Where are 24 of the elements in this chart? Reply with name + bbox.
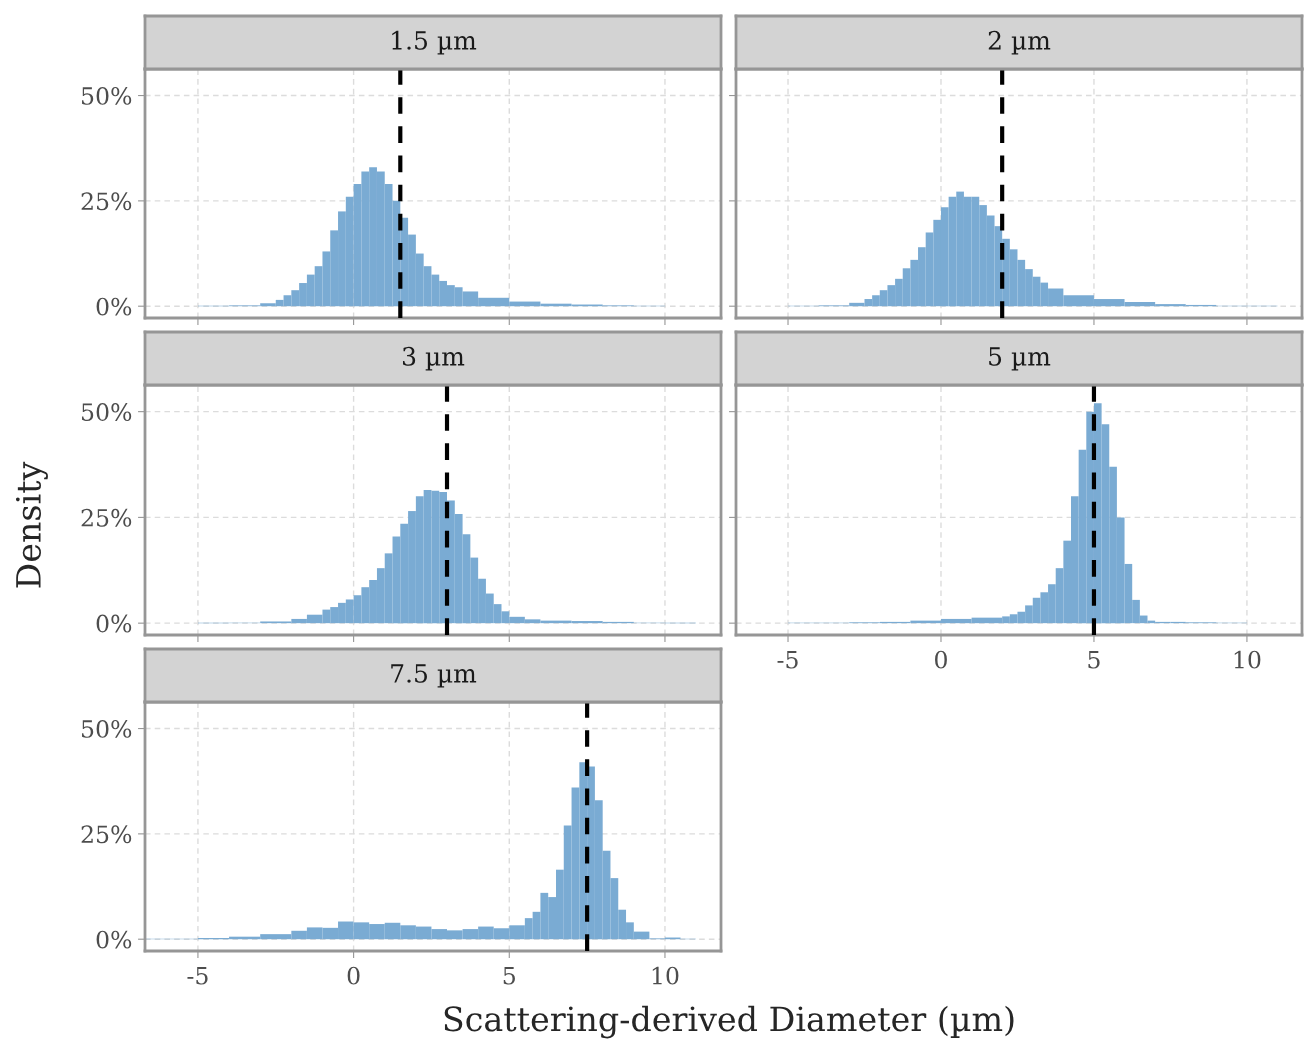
x-tick-label: -5 xyxy=(187,967,208,985)
y-tick-label: 50% xyxy=(82,86,132,105)
y-tick-label: 25% xyxy=(81,508,132,527)
y-tick-label: 25% xyxy=(81,192,132,211)
chart-title: 7.5 µm xyxy=(391,664,477,688)
x-tick-label: 5 xyxy=(503,967,515,985)
chart-title: 2 µm xyxy=(988,30,1051,55)
chart-title: 1.5 µm xyxy=(392,30,477,55)
y-axis-title: Density xyxy=(15,461,48,588)
chart-title: 3 µm xyxy=(403,346,465,371)
x-tick-label: 10 xyxy=(1234,650,1261,669)
x-tick-label: 5 xyxy=(1088,651,1100,669)
x-tick-label: 0 xyxy=(935,650,947,669)
y-tick-label: 25% xyxy=(81,825,132,844)
x-axis-title: Scattering-derived Diameter (µm) xyxy=(444,1005,1014,1039)
y-tick-label: 0% xyxy=(96,614,132,633)
y-tick-label: 0% xyxy=(96,297,132,316)
y-tick-label: 50% xyxy=(82,403,132,421)
chart-title: 5 µm xyxy=(989,347,1051,371)
y-tick-label: 0% xyxy=(96,930,132,949)
y-tick-label: 50% xyxy=(82,719,132,738)
x-tick-label: 10 xyxy=(652,966,679,985)
x-tick-label: -5 xyxy=(777,651,798,669)
x-tick-label: 0 xyxy=(347,966,360,985)
